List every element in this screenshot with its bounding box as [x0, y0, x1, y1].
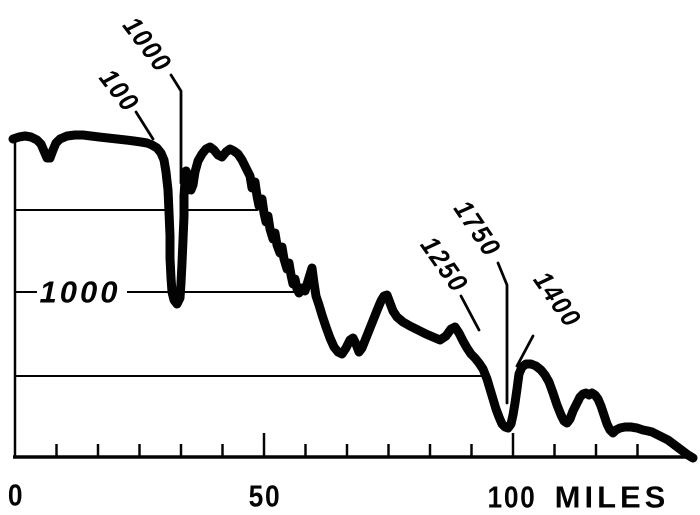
profile-group — [8, 130, 698, 463]
callout-label-100: 100 — [93, 63, 146, 119]
callout-label-1000: 1000 — [116, 11, 178, 79]
callout-label-1250: 1250 — [414, 231, 475, 299]
x-tick-label-100: 100 — [487, 479, 537, 515]
gridline-label-1000: 1000 — [39, 274, 121, 310]
ticks-group — [55, 433, 639, 457]
gridlines-group — [15, 209, 482, 377]
axis-group — [13, 134, 696, 459]
leader-lines-group — [134, 73, 535, 405]
x-axis-unit-label: MILES — [554, 479, 670, 515]
x-tick-label-0: 0 — [7, 477, 25, 513]
profile-line — [8, 130, 698, 463]
callout-label-1400: 1400 — [527, 266, 588, 334]
x-tick-label-50: 50 — [248, 478, 282, 514]
callout-label-1750: 1750 — [447, 194, 507, 263]
